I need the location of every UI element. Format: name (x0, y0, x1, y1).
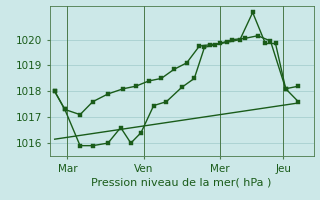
X-axis label: Pression niveau de la mer( hPa ): Pression niveau de la mer( hPa ) (92, 178, 272, 188)
